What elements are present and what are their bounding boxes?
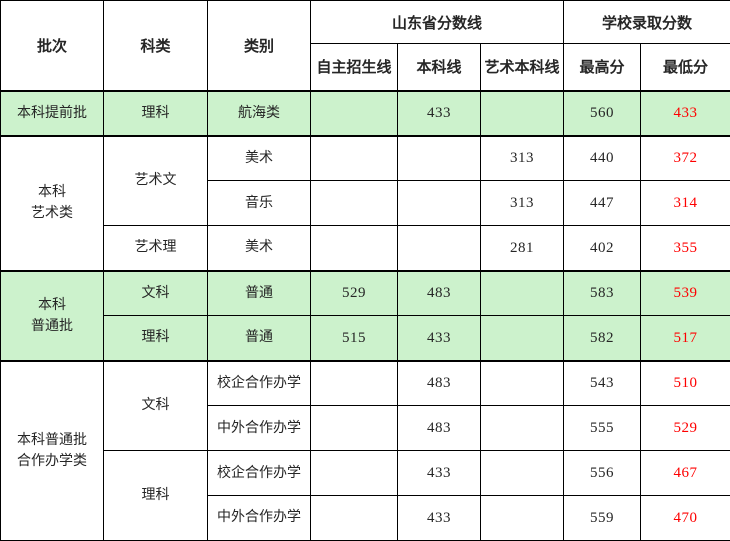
cell-benke-line: 433 <box>397 315 481 361</box>
cell-min-score: 467 <box>639 450 730 496</box>
cell-category: 音乐 <box>207 180 311 226</box>
cell-subject: 理科 <box>103 89 208 136</box>
cell-benke-line: 433 <box>397 495 481 541</box>
cell-category: 普通 <box>207 315 311 361</box>
cell-category: 航海类 <box>207 89 311 136</box>
cell-min-score: 510 <box>639 359 730 406</box>
cell-min-score: 433 <box>639 89 730 136</box>
table-row: 中外合作办学 433 559 470 <box>1 495 730 541</box>
cell-min-score: 355 <box>639 225 730 271</box>
header-school-group: 学校录取分数 <box>562 0 730 44</box>
header-benke-line: 本科线 <box>397 43 481 91</box>
table-header: 批次 科类 类别 山东省分数线 学校录取分数 自主招生线 本科线 艺术本科线 最… <box>0 0 730 91</box>
cell-yishu-line <box>480 495 564 541</box>
cell-zizhu-line <box>310 450 398 496</box>
cell-zizhu-line <box>310 225 398 271</box>
cell-max-score: 583 <box>563 269 641 316</box>
cell-min-score: 314 <box>639 180 730 226</box>
cell-zizhu-line: 515 <box>310 315 398 361</box>
cell-batch: 本科提前批 <box>0 89 104 136</box>
cell-yishu-line <box>480 315 564 361</box>
cell-category: 普通 <box>207 269 311 316</box>
cell-max-score: 556 <box>563 450 641 496</box>
table-row: 本科普通批 合作办学类 文科 校企合作办学 483 543 510 <box>0 359 730 541</box>
header-subject: 科类 <box>103 0 208 91</box>
table-row: 理科 校企合作办学 433 556 467 <box>1 450 730 541</box>
cell-min-score: 539 <box>639 269 730 316</box>
header-zizhu-line: 自主招生线 <box>310 43 398 91</box>
table-row: 本科 艺术类 艺术文 美术 313 440 372 <box>0 134 730 271</box>
cell-subject: 艺术理 <box>103 225 208 271</box>
cell-batch: 本科 普通批 <box>0 269 104 361</box>
cell-yishu-line <box>480 269 564 316</box>
cell-max-score: 555 <box>563 405 641 451</box>
cell-category: 中外合作办学 <box>207 495 311 541</box>
header-batch: 批次 <box>0 0 104 91</box>
cell-benke-line: 433 <box>397 89 481 136</box>
cell-min-score: 372 <box>639 134 730 181</box>
cell-subject: 文科 <box>103 359 208 451</box>
cell-subject: 艺术文 <box>103 134 208 226</box>
cell-benke-line: 483 <box>397 269 481 316</box>
cell-max-score: 560 <box>563 89 641 136</box>
cell-max-score: 402 <box>563 225 641 271</box>
table-row: 音乐 313 447 314 <box>1 180 730 226</box>
table-row: 艺术理 美术 281 402 355 <box>1 225 730 271</box>
header-yishu-benke-line: 艺术本科线 <box>480 43 564 91</box>
cell-yishu-line <box>480 359 564 406</box>
cell-benke-line: 483 <box>397 359 481 406</box>
header-min-score: 最低分 <box>639 43 730 91</box>
cell-benke-line: 433 <box>397 450 481 496</box>
cell-benke-line: 483 <box>397 405 481 451</box>
cell-category: 美术 <box>207 225 311 271</box>
cell-max-score: 559 <box>563 495 641 541</box>
cell-zizhu-line <box>310 495 398 541</box>
cell-max-score: 440 <box>563 134 641 181</box>
cell-min-score: 470 <box>639 495 730 541</box>
cell-benke-line <box>397 134 481 181</box>
cell-subject: 理科 <box>103 450 208 541</box>
table-row: 理科 普通 515 433 582 517 <box>1 315 730 361</box>
header-category: 类别 <box>207 0 311 91</box>
cell-benke-line <box>397 180 481 226</box>
cell-batch: 本科普通批 合作办学类 <box>0 359 104 541</box>
table-row: 本科 普通批 文科 普通 529 483 583 539 <box>0 269 730 361</box>
cell-batch: 本科 艺术类 <box>0 134 104 271</box>
cell-max-score: 582 <box>563 315 641 361</box>
cell-zizhu-line <box>310 359 398 406</box>
cell-yishu-line <box>480 89 564 136</box>
cell-min-score: 517 <box>639 315 730 361</box>
cell-yishu-line <box>480 405 564 451</box>
cell-max-score: 447 <box>563 180 641 226</box>
cell-subject: 文科 <box>103 269 208 316</box>
cell-zizhu-line <box>310 134 398 181</box>
cell-yishu-line: 281 <box>480 225 564 271</box>
cell-yishu-line: 313 <box>480 180 564 226</box>
cell-category: 校企合作办学 <box>207 359 311 406</box>
cell-category: 美术 <box>207 134 311 181</box>
cell-min-score: 529 <box>639 405 730 451</box>
cell-max-score: 543 <box>563 359 641 406</box>
table-row: 本科提前批 理科 航海类 433 560 433 <box>0 89 730 136</box>
cell-zizhu-line <box>310 89 398 136</box>
cell-zizhu-line <box>310 180 398 226</box>
header-province-group: 山东省分数线 <box>310 0 564 44</box>
cell-zizhu-line: 529 <box>310 269 398 316</box>
cell-yishu-line: 313 <box>480 134 564 181</box>
cell-category: 中外合作办学 <box>207 405 311 451</box>
header-max-score: 最高分 <box>563 43 641 91</box>
cell-yishu-line <box>480 450 564 496</box>
cell-zizhu-line <box>310 405 398 451</box>
cell-category: 校企合作办学 <box>207 450 311 496</box>
cell-subject: 理科 <box>103 315 208 361</box>
cell-benke-line <box>397 225 481 271</box>
